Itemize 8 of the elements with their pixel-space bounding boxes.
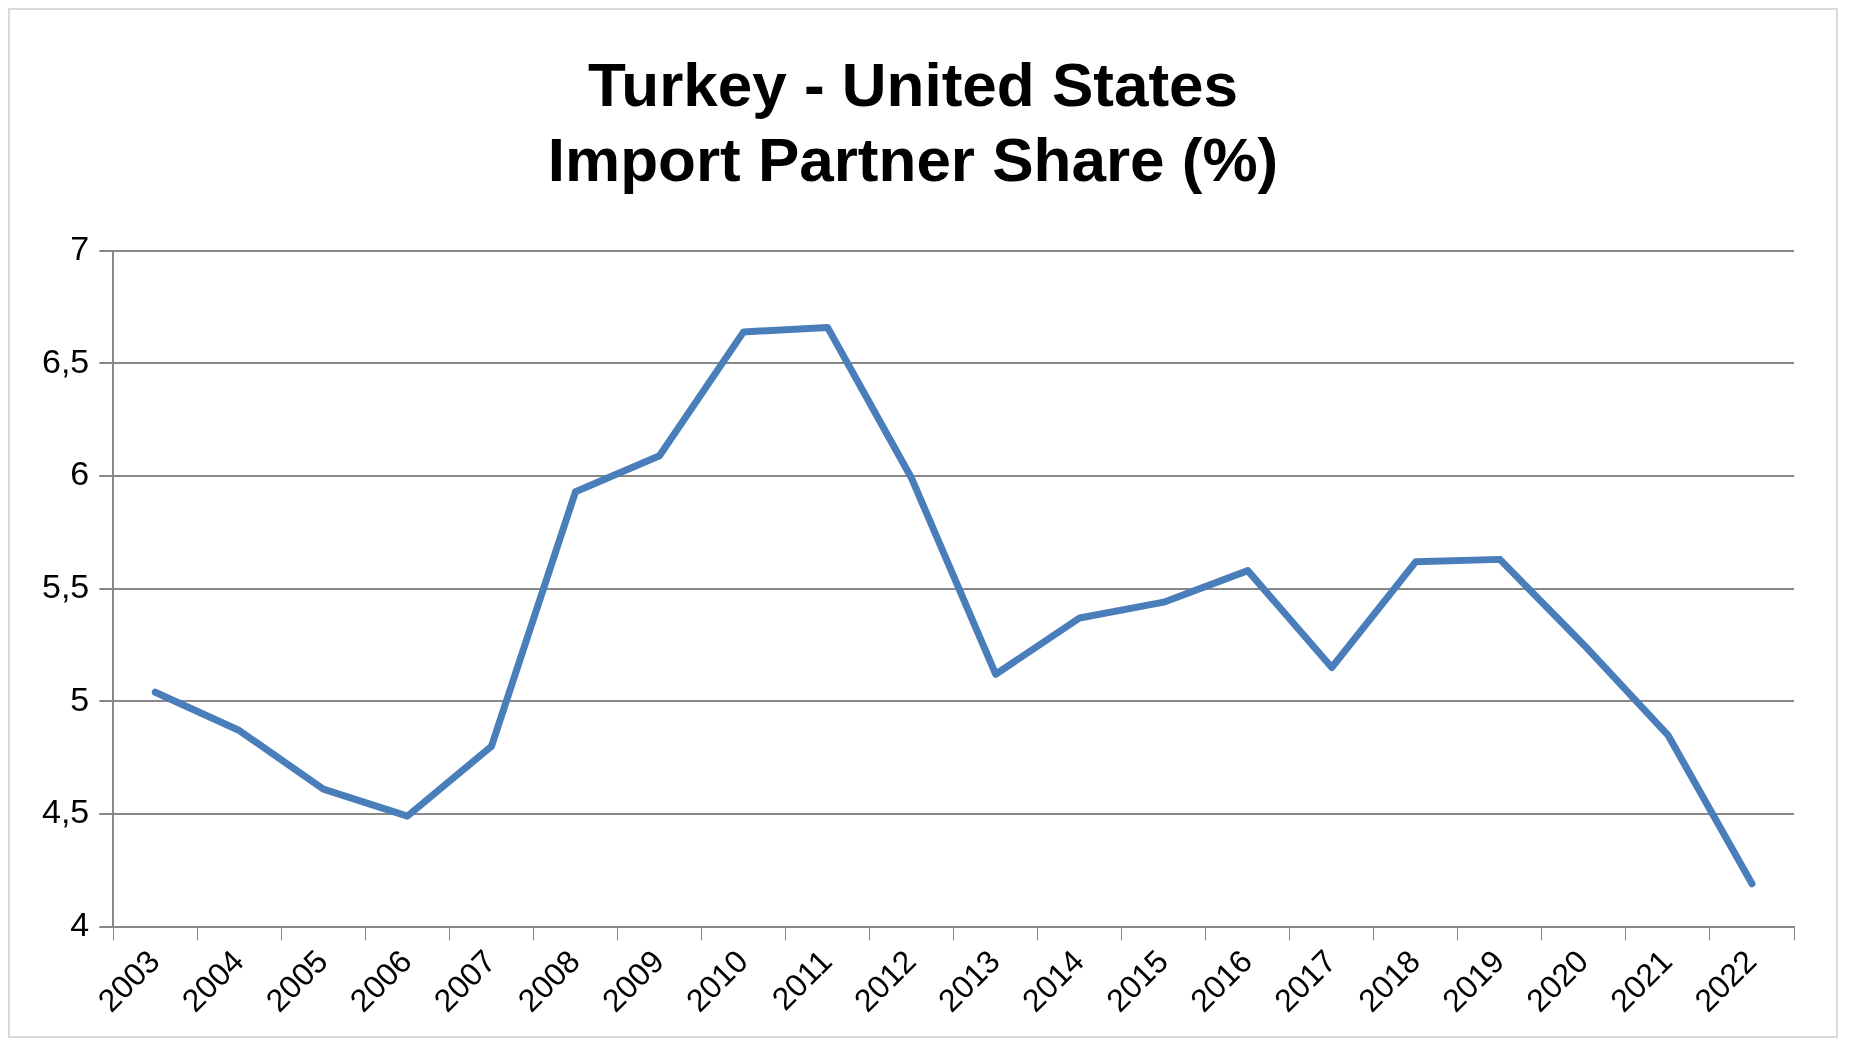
y-tick-label: 6,5 bbox=[42, 341, 90, 380]
y-tick-label: 6 bbox=[70, 454, 90, 493]
y-tick-label: 4 bbox=[70, 904, 90, 943]
chart-title: Turkey - United States Import Partner Share (%) bbox=[547, 50, 1279, 194]
y-tick-label: 7 bbox=[70, 229, 90, 268]
y-tick-label: 5,5 bbox=[42, 567, 90, 606]
y-tick-label: 5 bbox=[70, 679, 90, 718]
y-tick-label: 4,5 bbox=[42, 792, 90, 831]
